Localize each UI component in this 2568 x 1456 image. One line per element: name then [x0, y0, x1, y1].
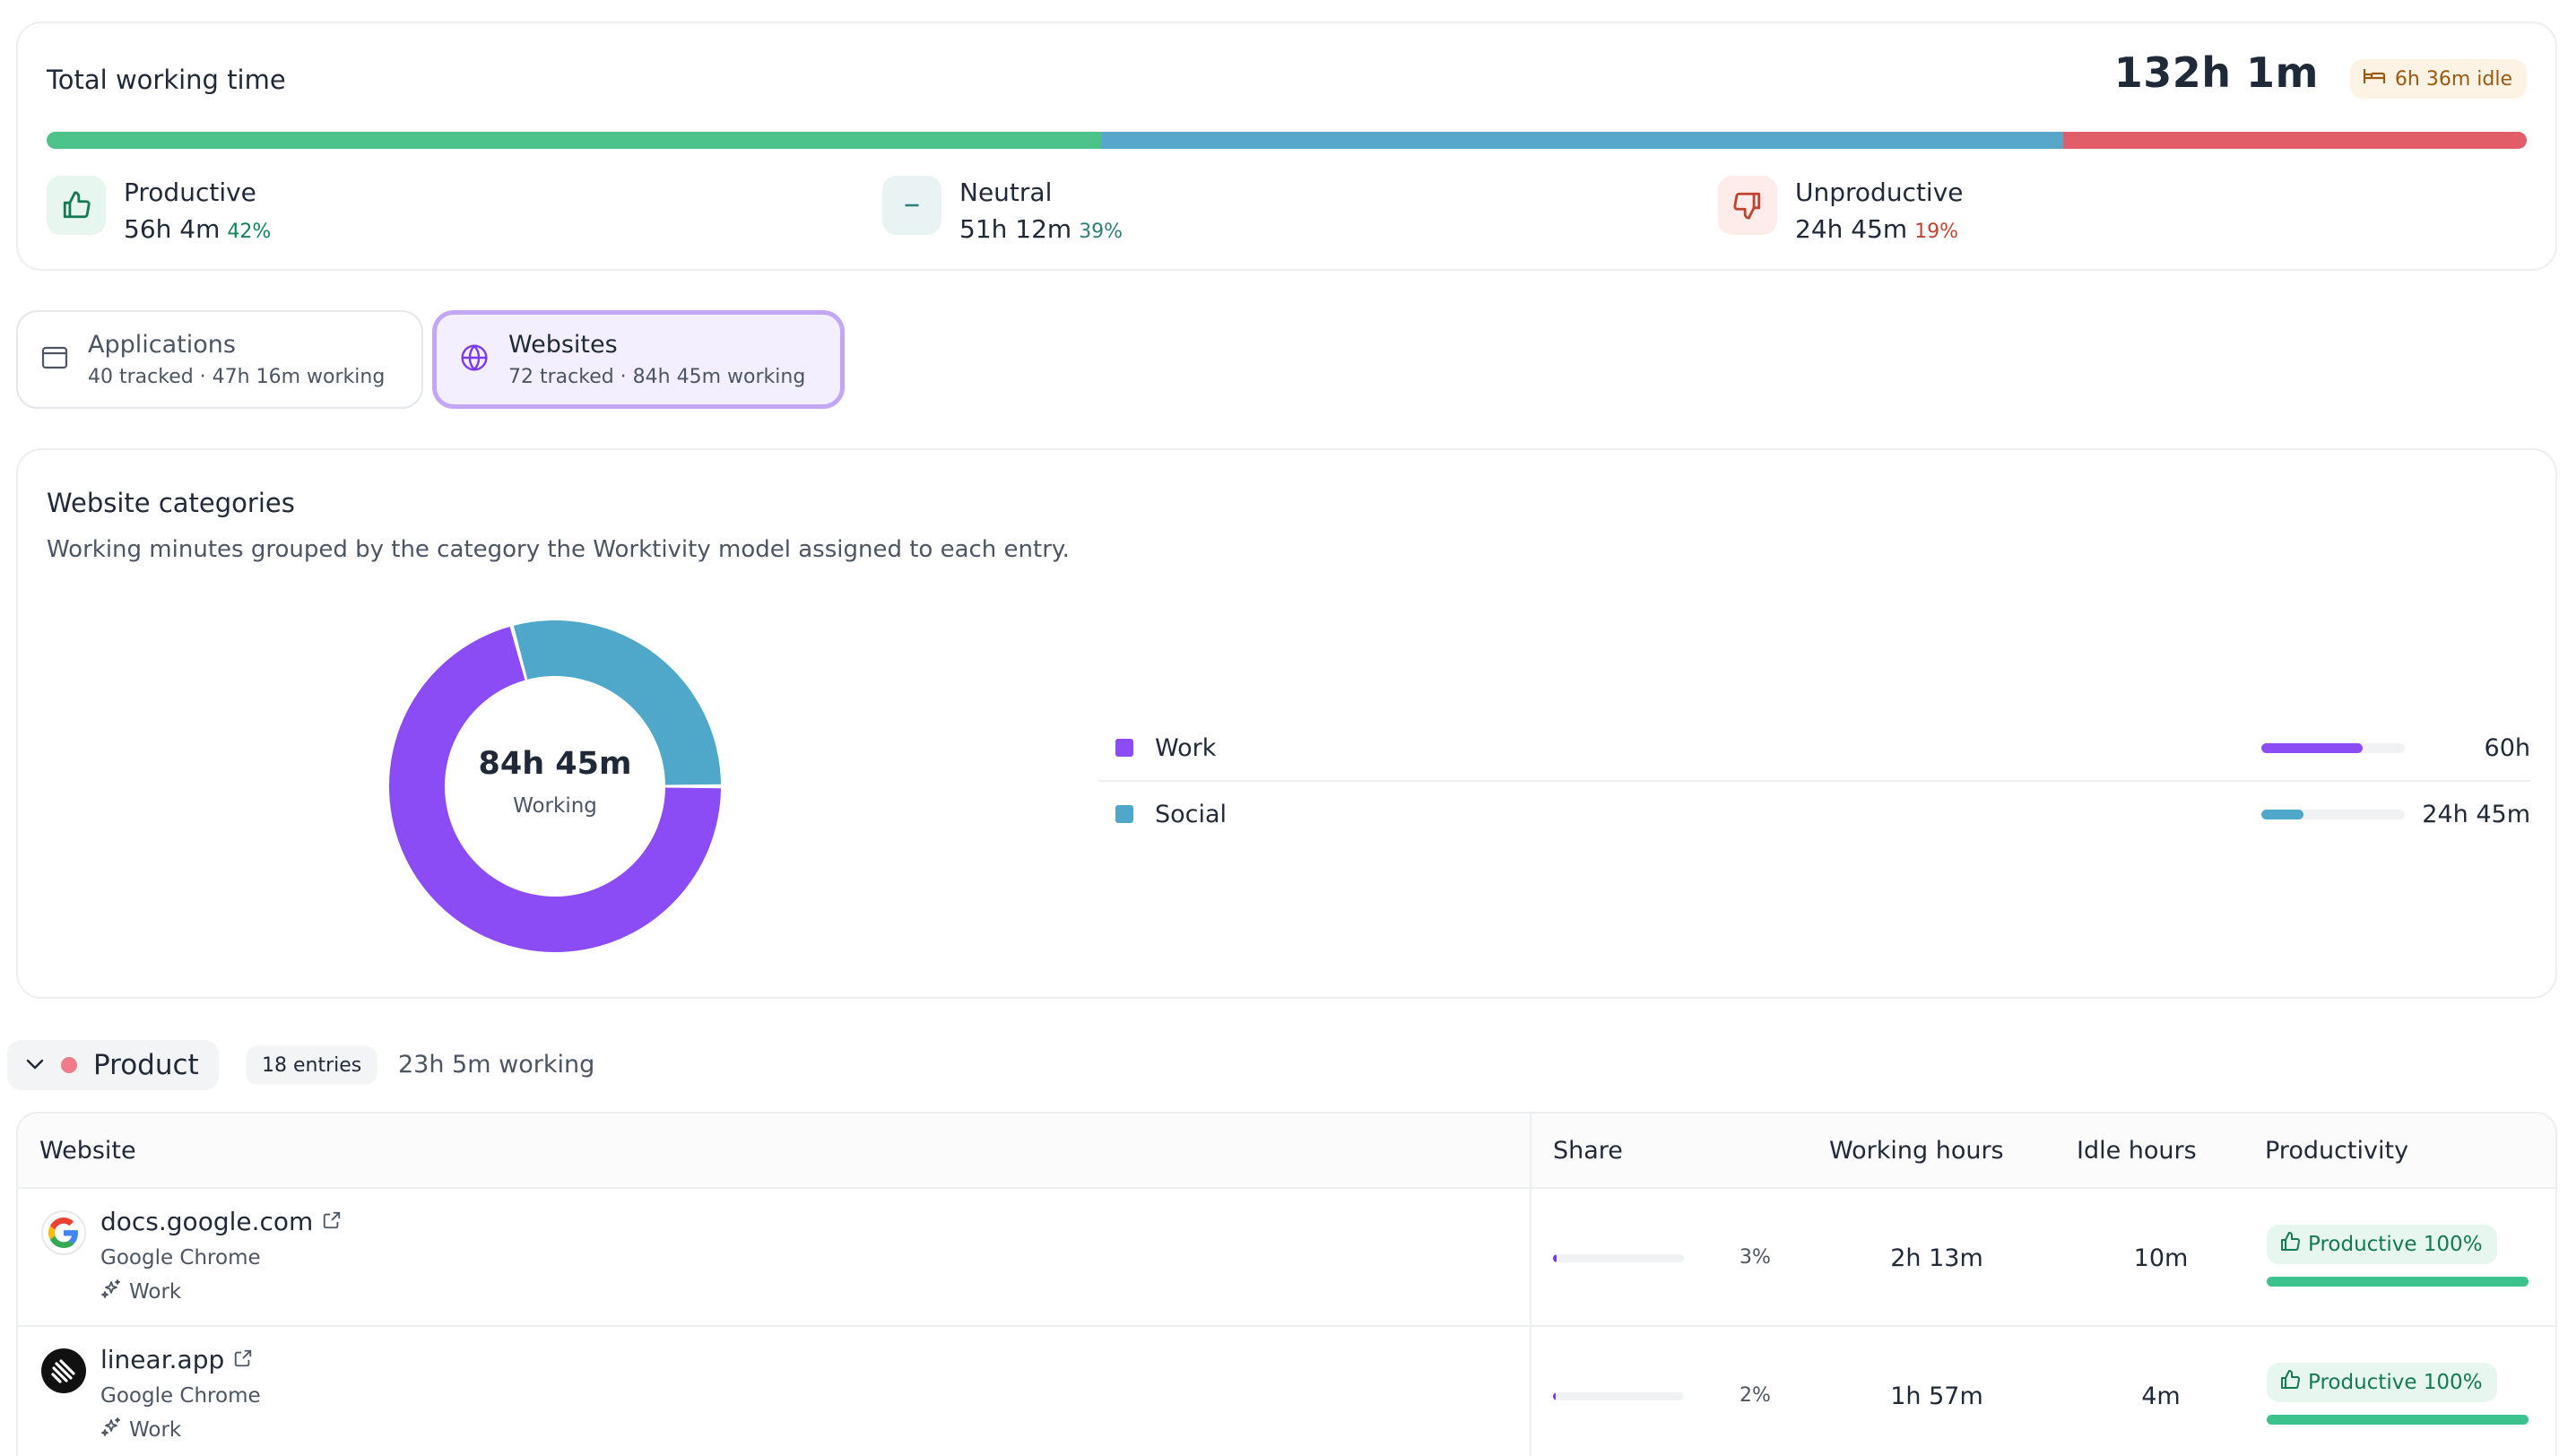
website-category: Work [129, 1418, 182, 1442]
stat-label: Productive [124, 178, 256, 207]
summary-title: Total working time [47, 65, 286, 95]
website-link[interactable]: docs.google.com [100, 1207, 314, 1236]
website-application: Google Chrome [100, 1246, 261, 1270]
legend-divider [1099, 780, 2530, 782]
google-icon [41, 1210, 86, 1255]
share-percent: 3% [1739, 1246, 1771, 1269]
working-hours: 1h 57m [1890, 1382, 1983, 1410]
external-link-icon[interactable] [322, 1207, 342, 1236]
sparkles-icon [100, 1417, 122, 1443]
categories-title: Website categories [47, 488, 295, 518]
stat-value: 51h 12m [959, 214, 1072, 244]
browser-window-icon [41, 346, 68, 373]
legend-amount: 24h 45m [2422, 800, 2530, 828]
share-percent: 2% [1739, 1384, 1771, 1407]
thumbs-up-icon [2279, 1369, 2301, 1396]
table-row[interactable]: docs.google.com Google Chrome Work 3% 2h… [18, 1189, 2555, 1327]
bed-icon [2363, 67, 2386, 91]
legend-bar [2261, 742, 2364, 753]
categories-subtitle: Working minutes grouped by the category … [47, 536, 1070, 563]
tab-websites-meta: 72 tracked · 84h 45m working [508, 366, 806, 388]
column-header-website[interactable]: Website [39, 1137, 136, 1165]
group-entries-badge: 18 entries [246, 1045, 378, 1085]
stat-value: 24h 45m [1795, 214, 1908, 244]
legend-swatch [1115, 739, 1133, 757]
legend-bar [2261, 809, 2303, 819]
legend-row-work[interactable]: Work 60h [1099, 715, 2530, 780]
tab-applications[interactable]: Applications 40 tracked · 47h 16m workin… [16, 310, 423, 409]
donut-slice-work[interactable] [389, 626, 721, 952]
tab-websites[interactable]: Websites 72 tracked · 84h 45m working [432, 310, 845, 409]
bar-segment-neutral [1100, 132, 2063, 149]
donut-center: 84h 45m Working [389, 620, 721, 952]
productivity-badge[interactable]: Productive 100% [2267, 1225, 2497, 1264]
total-working-time-card: Total working time 132h 1m 6h 36m idle P… [16, 22, 2557, 271]
group-name: Product [93, 1049, 199, 1081]
sparkles-icon [100, 1278, 122, 1305]
share-bar [1553, 1254, 1684, 1262]
legend-name: Social [1155, 800, 1228, 828]
table-header: Website Share Working hours Idle hours P… [18, 1114, 2555, 1189]
legend-name: Work [1155, 733, 1217, 762]
stat-value: 56h 4m [124, 214, 221, 244]
stat-neutral: Neutral 51h 12m 39% [882, 176, 1123, 244]
productivity-label: Productive 100% [2308, 1371, 2483, 1394]
stat-productive: Productive 56h 4m 42% [47, 176, 271, 244]
stat-label: Unproductive [1795, 178, 1964, 207]
website-application: Google Chrome [100, 1384, 261, 1408]
column-header-productivity[interactable]: Productivity [2265, 1137, 2409, 1165]
table-row[interactable]: linear.app Google Chrome Work 2% 1h 57m … [18, 1327, 2555, 1456]
tab-applications-meta: 40 tracked · 47h 16m working [88, 366, 386, 388]
group-toggle-product[interactable]: Product [7, 1040, 219, 1090]
legend-amount: 60h [2484, 733, 2530, 762]
column-divider [1530, 1114, 1531, 1456]
productivity-label: Productive 100% [2308, 1233, 2483, 1256]
bar-segment-unproductive [2062, 132, 2527, 149]
productivity-bar [2267, 1415, 2529, 1425]
share-bar [1553, 1392, 1684, 1400]
tab-websites-label: Websites [508, 331, 618, 359]
column-header-idle-hours[interactable]: Idle hours [2077, 1137, 2197, 1165]
website-categories-card: Website categories Working minutes group… [16, 448, 2557, 999]
categories-donut-chart [389, 620, 721, 952]
stat-label: Neutral [959, 178, 1053, 207]
chevron-down-icon [25, 1057, 45, 1074]
productivity-bar [2267, 1277, 2529, 1287]
donut-center-value: 84h 45m [478, 746, 632, 782]
idle-badge: 6h 36m idle [2349, 59, 2527, 99]
column-header-working-hours[interactable]: Working hours [1829, 1137, 2004, 1165]
tab-applications-label: Applications [88, 331, 236, 359]
thumbs-up-icon [47, 176, 106, 235]
working-hours: 2h 13m [1890, 1244, 1983, 1272]
stat-percent: 19% [1914, 221, 1959, 243]
productivity-distribution-bar [47, 132, 2527, 149]
websites-table: Website Share Working hours Idle hours P… [16, 1112, 2557, 1456]
website-link[interactable]: linear.app [100, 1345, 225, 1374]
productivity-badge[interactable]: Productive 100% [2267, 1363, 2497, 1402]
external-link-icon[interactable] [233, 1345, 253, 1374]
idle-hours: 10m [2133, 1244, 2189, 1272]
website-category: Work [129, 1280, 182, 1304]
bar-segment-productive [47, 132, 1101, 149]
group-color-dot [61, 1057, 77, 1073]
linear-icon [41, 1348, 86, 1393]
minus-icon [882, 176, 941, 235]
idle-hours: 4m [2141, 1382, 2181, 1410]
column-header-share[interactable]: Share [1553, 1137, 1623, 1165]
stat-percent: 42% [227, 221, 272, 243]
stat-unproductive: Unproductive 24h 45m 19% [1718, 176, 1964, 244]
idle-label: 6h 36m idle [2394, 67, 2512, 91]
globe-icon [460, 343, 489, 376]
thumbs-down-icon [1718, 176, 1777, 235]
legend-row-social[interactable]: Social 24h 45m [1099, 782, 2530, 846]
total-working-time: 132h 1m [2113, 48, 2319, 97]
donut-center-label: Working [513, 794, 597, 818]
donut-slice-social[interactable] [513, 620, 721, 785]
stat-percent: 39% [1079, 221, 1124, 243]
legend-swatch [1115, 805, 1133, 823]
group-working-time: 23h 5m working [398, 1051, 595, 1079]
thumbs-up-icon [2279, 1231, 2301, 1258]
